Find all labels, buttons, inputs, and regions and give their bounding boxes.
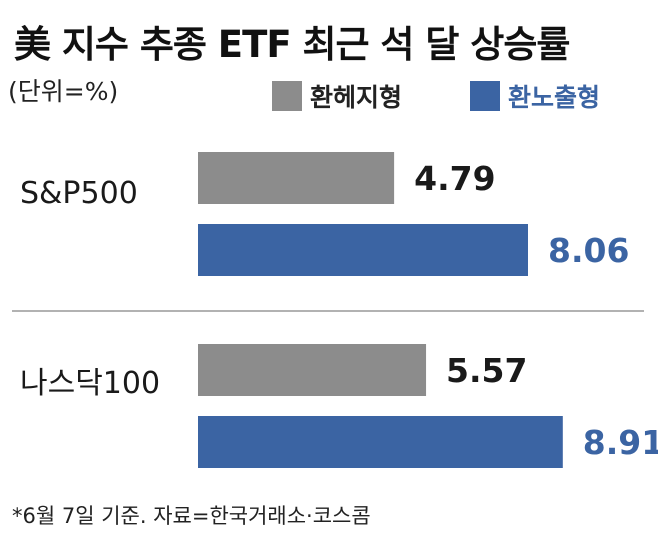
- data-label-sp500-unhedged: 8.06: [548, 231, 629, 270]
- footnote: *6월 7일 기준. 자료=한국거래소·코스콤: [12, 504, 371, 528]
- data-label-nasdaq100-unhedged: 8.91: [583, 423, 658, 462]
- legend-item-unhedged: 환노출형: [470, 78, 600, 114]
- category-label-nasdaq100: 나스닥100: [20, 366, 160, 401]
- category-label-sp500: S&P500: [20, 176, 138, 211]
- bar-nasdaq100-hedged: [198, 344, 427, 396]
- legend-swatch-unhedged: [470, 81, 500, 111]
- legend-item-hedged: 환헤지형: [272, 78, 402, 114]
- bar-sp500-unhedged: [198, 224, 528, 276]
- data-label-sp500-hedged: 4.79: [414, 159, 495, 198]
- legend-label-hedged: 환헤지형: [310, 83, 403, 112]
- bar-sp500-hedged: [198, 152, 395, 204]
- legend-swatch-hedged: [272, 81, 302, 111]
- data-label-nasdaq100-hedged: 5.57: [446, 351, 527, 390]
- bar-nasdaq100-unhedged: [198, 416, 563, 468]
- legend-label-unhedged: 환노출형: [508, 83, 601, 112]
- chart-title: 美 지수 추종 ETF 최근 석 달 상승률: [14, 23, 570, 66]
- chart-subtitle: (단위=%): [8, 77, 119, 106]
